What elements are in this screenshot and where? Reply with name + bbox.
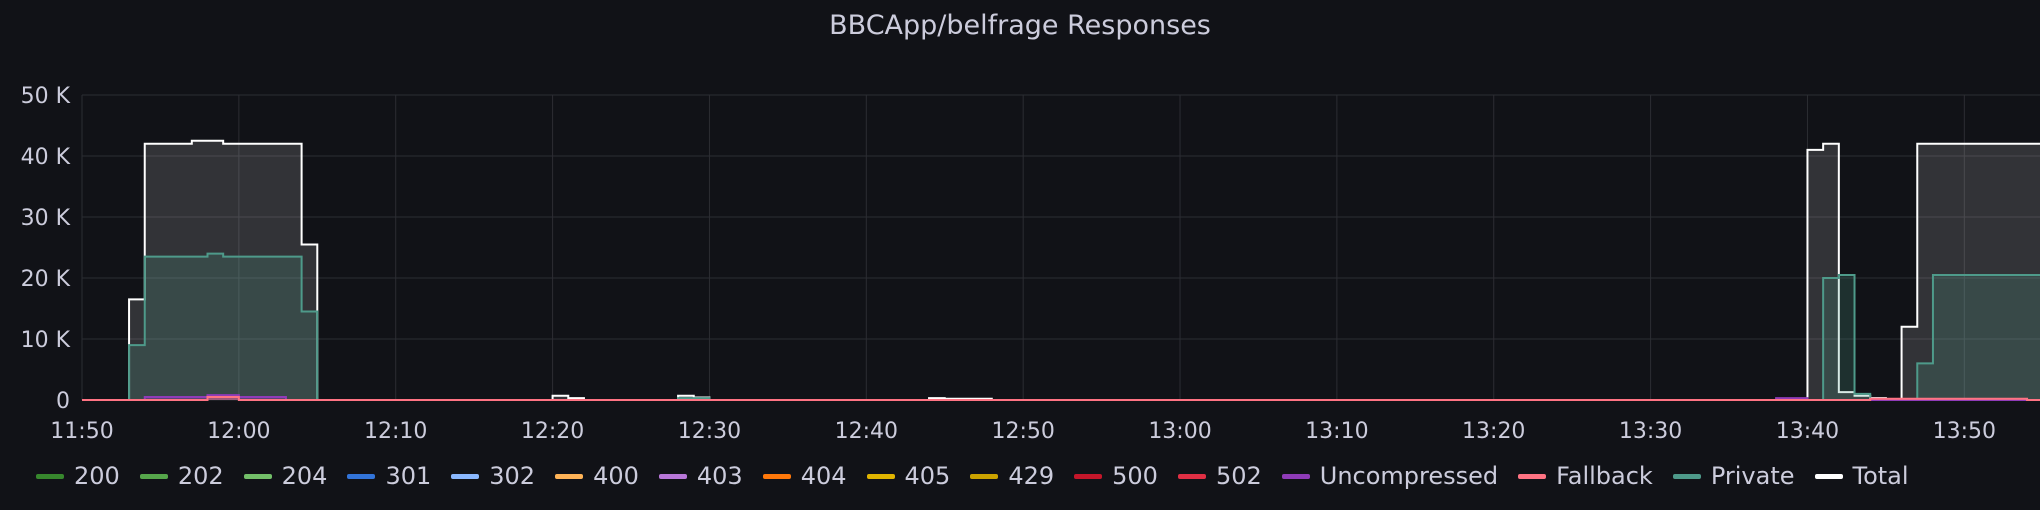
legend-swatch bbox=[1518, 473, 1547, 479]
legend-item-405[interactable]: 405 bbox=[866, 462, 951, 490]
legend-item-500[interactable]: 500 bbox=[1074, 462, 1158, 490]
legend-label: 429 bbox=[1008, 462, 1055, 490]
x-tick-label: 13:20 bbox=[1462, 419, 1525, 444]
x-tick-label: 12:10 bbox=[364, 419, 427, 444]
legend-swatch bbox=[36, 473, 64, 479]
legend-item-400[interactable]: 400 bbox=[555, 462, 639, 490]
legend-item-302[interactable]: 302 bbox=[451, 462, 535, 490]
legend-item-502[interactable]: 502 bbox=[1177, 462, 1262, 490]
chart-legend: 200 202 204 301 302 400 403 404 405 429 500 502 Unco… bbox=[36, 460, 1929, 492]
legend-label: 204 bbox=[281, 462, 328, 490]
y-tick-label: 50 K bbox=[21, 84, 71, 109]
legend-item-204[interactable]: 204 bbox=[243, 462, 328, 490]
legend-swatch bbox=[658, 473, 687, 479]
series-line-fallback bbox=[82, 395, 2040, 401]
legend-item-200[interactable]: 200 bbox=[36, 462, 120, 490]
legend-swatch bbox=[866, 473, 895, 479]
legend-item-403[interactable]: 403 bbox=[658, 462, 743, 490]
legend-swatch bbox=[1281, 473, 1310, 479]
y-tick-label: 10 K bbox=[21, 328, 71, 353]
x-tick-label: 13:00 bbox=[1148, 419, 1211, 444]
x-tick-label: 13:40 bbox=[1776, 419, 1839, 444]
legend-label: Private bbox=[1710, 462, 1795, 490]
legend-label: Fallback bbox=[1556, 462, 1653, 490]
legend-swatch bbox=[347, 473, 376, 479]
chart-series-areas bbox=[82, 139, 2040, 401]
legend-label: 400 bbox=[593, 462, 639, 490]
legend-label: 302 bbox=[489, 462, 536, 490]
legend-item-fallback[interactable]: Fallback bbox=[1518, 462, 1653, 490]
legend-item-total[interactable]: Total bbox=[1814, 462, 1909, 490]
y-axis-ticks: 0 10 K 20 K 30 K 40 K 50 K bbox=[21, 84, 71, 414]
legend-label: 404 bbox=[800, 462, 847, 490]
x-tick-label: 13:50 bbox=[1933, 419, 1996, 444]
legend-label: 200 bbox=[74, 462, 120, 490]
x-tick-label: 13:10 bbox=[1305, 419, 1368, 444]
x-tick-label: 12:30 bbox=[678, 419, 741, 444]
legend-item-private[interactable]: Private bbox=[1672, 462, 1795, 490]
legend-swatch bbox=[555, 473, 584, 479]
series-line-private bbox=[82, 252, 2040, 401]
legend-swatch bbox=[1074, 473, 1103, 479]
legend-swatch bbox=[762, 473, 791, 479]
legend-item-uncompressed[interactable]: Uncompressed bbox=[1281, 462, 1499, 490]
x-tick-label: 13:30 bbox=[1619, 419, 1682, 444]
series-line-total bbox=[82, 139, 2040, 401]
legend-label: 405 bbox=[904, 462, 951, 490]
legend-swatch bbox=[1814, 473, 1843, 479]
legend-item-301[interactable]: 301 bbox=[347, 462, 431, 490]
y-tick-label: 20 K bbox=[21, 267, 71, 292]
legend-label: 500 bbox=[1112, 462, 1158, 490]
legend-swatch bbox=[1672, 473, 1701, 479]
legend-item-429[interactable]: 429 bbox=[970, 462, 1054, 490]
series-area-private bbox=[82, 253, 2040, 400]
series-area-total bbox=[82, 140, 2040, 400]
y-tick-label: 0 bbox=[56, 389, 70, 414]
legend-label: Uncompressed bbox=[1319, 462, 1499, 490]
legend-label: 301 bbox=[385, 462, 432, 490]
legend-label: 403 bbox=[696, 462, 743, 490]
legend-swatch bbox=[1177, 473, 1206, 479]
x-axis-ticks: 11:50 12:00 12:10 12:20 12:30 12:40 12:50 13:00… bbox=[50, 419, 1996, 444]
x-tick-label: 12:20 bbox=[521, 419, 584, 444]
x-tick-label: 11:50 bbox=[50, 419, 113, 444]
legend-swatch bbox=[243, 473, 272, 479]
legend-label: 502 bbox=[1215, 462, 1262, 490]
x-tick-label: 12:00 bbox=[207, 419, 270, 444]
y-tick-label: 30 K bbox=[21, 206, 71, 231]
legend-label: Total bbox=[1852, 462, 1909, 490]
y-tick-label: 40 K bbox=[21, 145, 71, 170]
x-tick-label: 12:40 bbox=[835, 419, 898, 444]
legend-swatch bbox=[139, 473, 168, 479]
legend-swatch bbox=[970, 473, 999, 479]
legend-item-202[interactable]: 202 bbox=[139, 462, 224, 490]
chart-grid bbox=[81, 94, 2040, 401]
legend-label: 202 bbox=[177, 462, 224, 490]
x-tick-label: 12:50 bbox=[991, 419, 1054, 444]
legend-item-404[interactable]: 404 bbox=[762, 462, 847, 490]
panel-title: BBCApp/belfrage Responses bbox=[829, 10, 1211, 41]
legend-swatch bbox=[451, 473, 480, 479]
